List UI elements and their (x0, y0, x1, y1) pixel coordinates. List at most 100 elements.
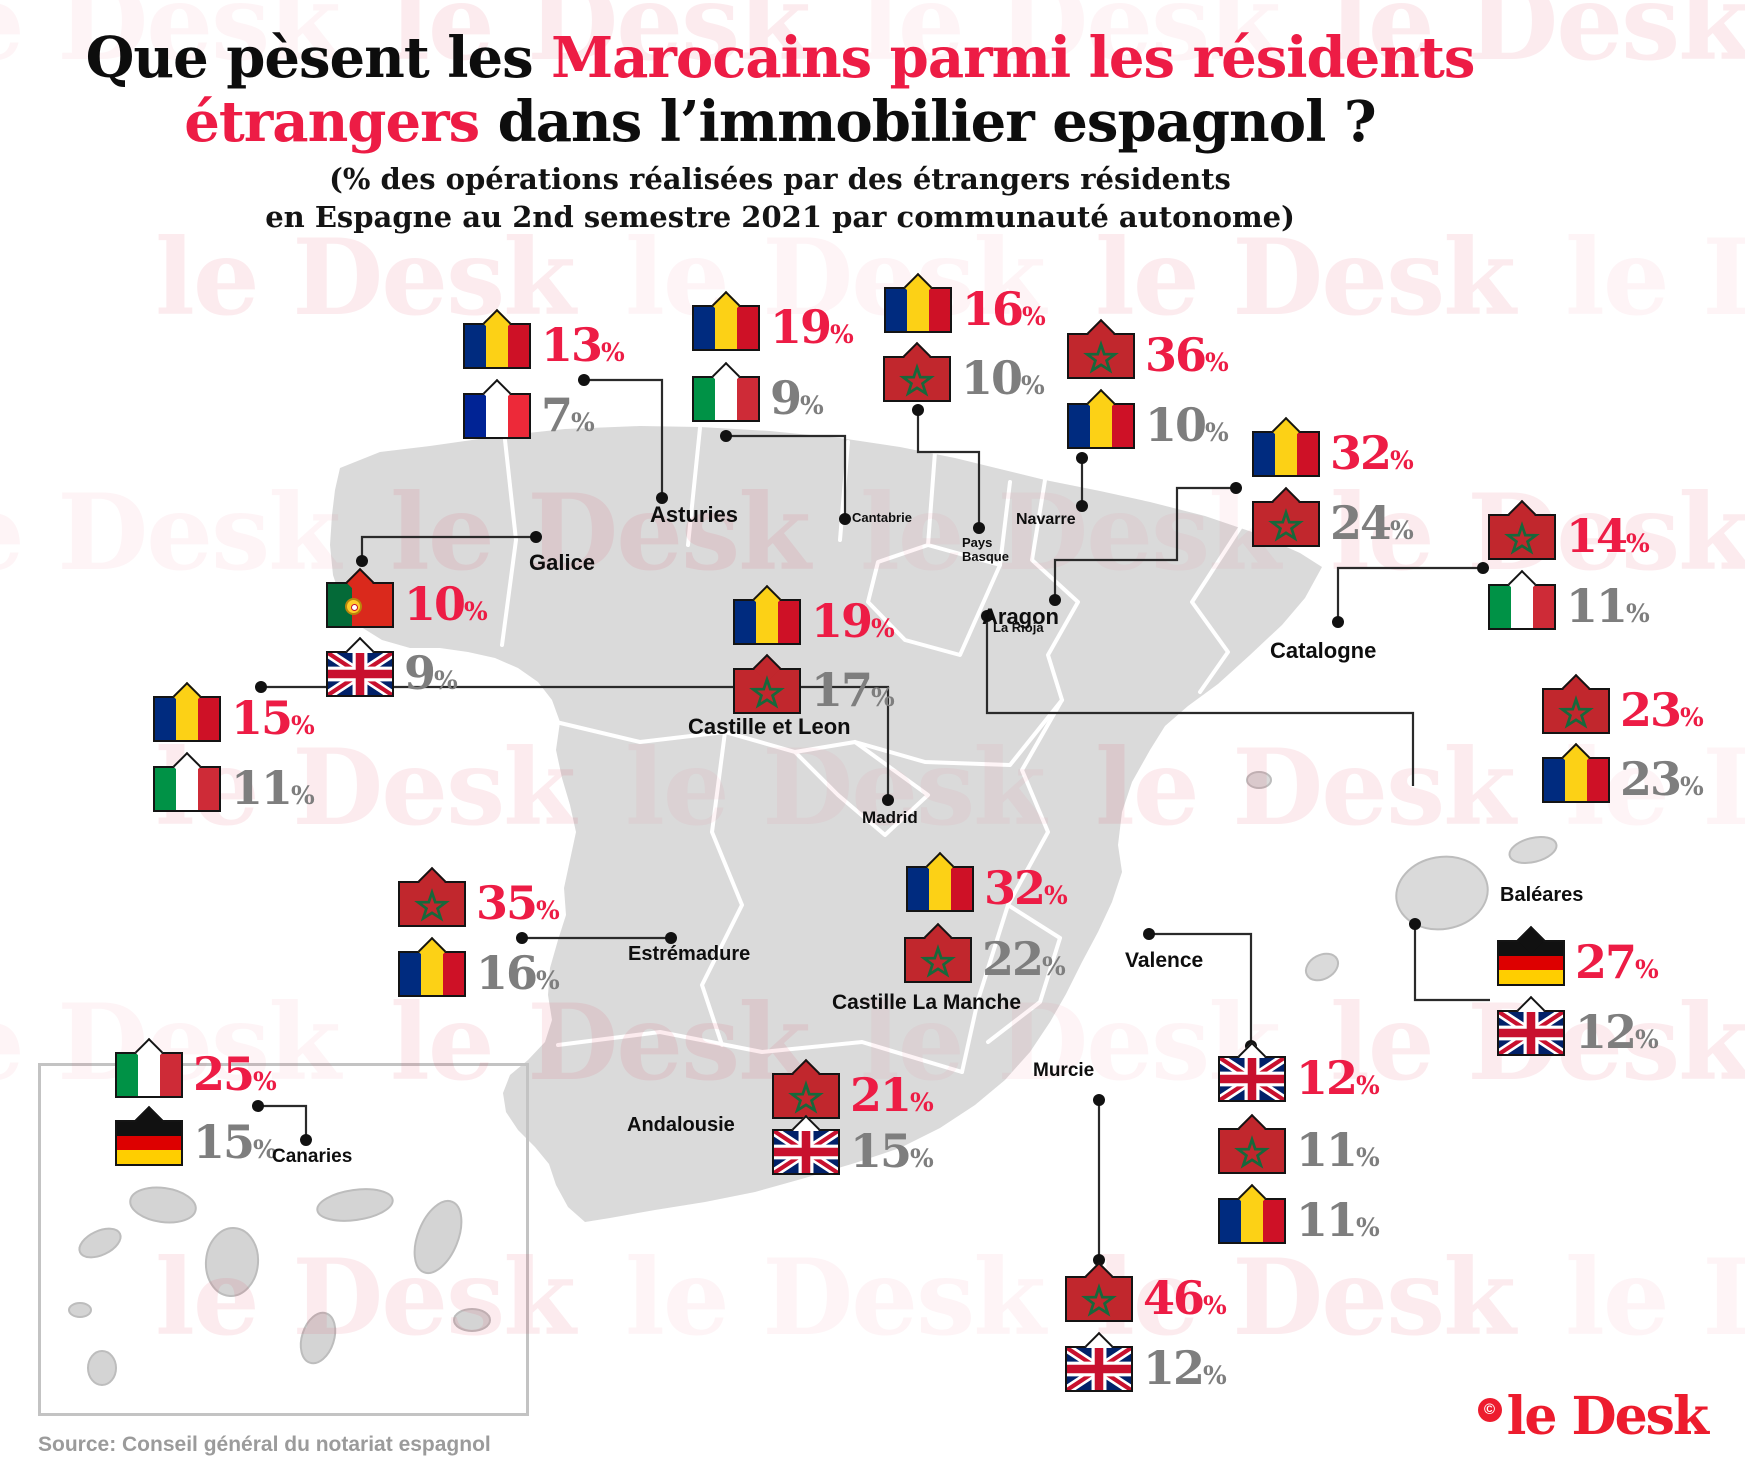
flag-body (1218, 1198, 1286, 1244)
percentage-value: 10% (961, 350, 1045, 405)
map-data-entry: 10% (326, 567, 488, 631)
title-text: Que pèsent les (85, 25, 552, 91)
romania-flag-icon (153, 681, 221, 742)
map-data-entry: 32% (1252, 416, 1414, 480)
morocco-flag-icon (1218, 1113, 1286, 1174)
italy-flag-icon (153, 751, 221, 812)
percentage-value: 19% (770, 299, 854, 354)
map-data-entry: 16% (884, 272, 1046, 336)
percentage-value: 10% (404, 576, 488, 631)
map-data-entry: 23% (1542, 742, 1704, 806)
page-title: Que pèsent les Marocains parmi les résid… (0, 26, 1560, 154)
percentage-value: 36% (1145, 327, 1229, 382)
morocco-flag-icon (772, 1058, 840, 1119)
morocco-flag-icon (1542, 673, 1610, 734)
morocco-flag-icon (904, 922, 972, 983)
morocco-flag-icon (1065, 1261, 1133, 1322)
morocco-flag-icon (883, 341, 951, 402)
ledesk-logo: © le Desk (1477, 1386, 1709, 1447)
morocco-flag-icon (1067, 318, 1135, 379)
title-line-2: étrangers dans l’immobilier espagnol ? (0, 90, 1560, 154)
flag-body (733, 668, 801, 714)
romania-flag-icon (906, 851, 974, 912)
percentage-value: 7% (541, 387, 595, 442)
percentage-value: 12% (1575, 1004, 1659, 1059)
romania-flag-icon (398, 936, 466, 997)
percentage-value: 15% (231, 690, 315, 745)
flag-body (1542, 688, 1610, 734)
uk-flag-icon (326, 636, 394, 697)
map-data-entry: 11% (153, 751, 315, 815)
region-label: Estrémadure (628, 943, 751, 965)
map-data-entry: 46% (1065, 1261, 1227, 1325)
map-data-entry: 11% (1218, 1183, 1380, 1247)
percentage-value: 12% (1143, 1340, 1227, 1395)
percentage-value: 14% (1566, 508, 1650, 563)
map-data-entry: 15% (772, 1114, 934, 1178)
map-data-entry: 11% (1218, 1113, 1380, 1177)
percentage-value: 9% (770, 370, 824, 425)
italy-flag-icon (115, 1037, 183, 1098)
flag-body (1067, 403, 1135, 449)
flag-body (733, 599, 801, 645)
romania-flag-icon (1067, 388, 1135, 449)
page-subtitle: (% des opérations réalisées par des étra… (0, 160, 1560, 236)
romania-flag-icon (463, 308, 531, 369)
map-data-entry: 16% (398, 936, 560, 1000)
map-data-entry: 7% (463, 378, 595, 442)
percentage-value: 15% (850, 1123, 934, 1178)
percentage-value: 24% (1330, 495, 1414, 550)
map-data-entry: 9% (326, 636, 458, 700)
percentage-value: 23% (1620, 751, 1704, 806)
flag-body (463, 323, 531, 369)
morocco-flag-icon (1252, 486, 1320, 547)
region-label: Canaries (272, 1146, 353, 1167)
flag-body (1488, 514, 1556, 560)
subtitle-line-2: en Espagne au 2nd semestre 2021 par comm… (265, 200, 1295, 234)
flag-body (1252, 501, 1320, 547)
flag-body (1218, 1128, 1286, 1174)
flag-body (1252, 431, 1320, 477)
percentage-value: 9% (404, 645, 458, 700)
region-label: Asturies (650, 502, 739, 527)
map-data-entry: 22% (904, 922, 1066, 986)
region-label: Galice (529, 550, 596, 575)
canaries-inset-box (38, 1063, 529, 1416)
percentage-value: 17% (811, 662, 895, 717)
map-data-entry: 35% (398, 866, 560, 930)
italy-flag-icon (692, 361, 760, 422)
region-label: Valence (1125, 949, 1204, 972)
percentage-value: 10% (1145, 397, 1229, 452)
percentage-value: 22% (982, 931, 1066, 986)
romania-flag-icon (692, 290, 760, 351)
map-data-entry: 12% (1218, 1041, 1380, 1105)
portugal-flag-icon (326, 567, 394, 628)
romania-flag-icon (1252, 416, 1320, 477)
region-label: Murcie (1033, 1060, 1095, 1081)
flag-body (398, 881, 466, 927)
flag-body (884, 287, 952, 333)
percentage-value: 11% (1296, 1122, 1380, 1177)
flag-body (883, 356, 951, 402)
map-data-entry: 19% (733, 584, 895, 648)
flag-body (115, 1052, 183, 1098)
title-line-1: Que pèsent les Marocains parmi les résid… (0, 26, 1560, 90)
map-data-entry: 15% (153, 681, 315, 745)
flag-body (1067, 333, 1135, 379)
region-label: Baléares (1500, 884, 1584, 906)
region-label: Cantabrie (852, 510, 912, 525)
map-data-entry: 24% (1252, 486, 1414, 550)
uk-flag-icon (1497, 995, 1565, 1056)
romania-flag-icon (884, 272, 952, 333)
percentage-value: 12% (1296, 1050, 1380, 1105)
percentage-value: 11% (231, 760, 315, 815)
map-data-entry: 25% (115, 1037, 277, 1101)
map-data-entry: 14% (1488, 499, 1650, 563)
map-data-entry: 9% (692, 361, 824, 425)
copyright-icon: © (1477, 1397, 1502, 1422)
region-label: Castille et Leon (688, 714, 851, 739)
flag-body (692, 376, 760, 422)
uk-flag-icon (1218, 1041, 1286, 1102)
percentage-value: 21% (850, 1067, 934, 1122)
map-data-entry: 12% (1065, 1331, 1227, 1395)
